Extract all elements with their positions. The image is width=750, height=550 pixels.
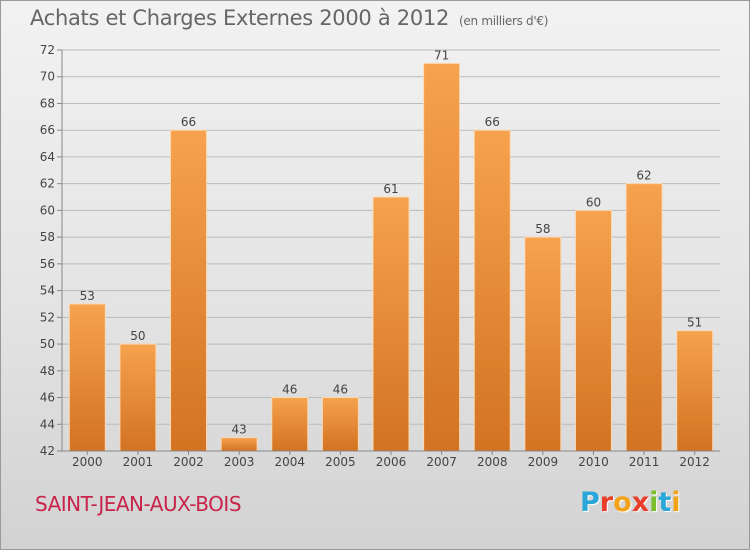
x-tick-label: 2000 [72, 455, 103, 469]
data-label: 66 [181, 115, 196, 129]
y-tick-label: 46 [40, 391, 55, 405]
bar-2008[interactable] [473, 129, 511, 452]
x-tick-label: 2003 [224, 455, 255, 469]
data-label: 60 [586, 195, 601, 209]
y-tick-label: 52 [40, 310, 55, 324]
y-tick-label: 48 [40, 364, 55, 378]
x-tick-label: 2002 [173, 455, 204, 469]
x-tick-label: 2004 [274, 455, 305, 469]
x-tick-label: 2006 [376, 455, 407, 469]
y-tick-label: 66 [40, 123, 55, 137]
data-label: 50 [130, 329, 145, 343]
logo-letter: o [613, 487, 632, 518]
logo-letter: x [631, 487, 650, 518]
x-tick-label: 2007 [426, 455, 457, 469]
x-tick-label: 2012 [679, 455, 710, 469]
data-label: 51 [687, 316, 702, 330]
x-tick-label: 2001 [123, 455, 154, 469]
y-tick-label: 50 [40, 337, 55, 351]
x-tick-label: 2011 [629, 455, 660, 469]
bar-2009[interactable] [524, 236, 562, 452]
bars-layer [68, 62, 714, 452]
y-tick-label: 64 [40, 150, 55, 164]
y-tick-label: 56 [40, 257, 55, 271]
bar-2003[interactable] [220, 437, 258, 452]
logo-letter: i [649, 487, 659, 518]
x-tick-label: 2005 [325, 455, 356, 469]
bar-2002[interactable] [170, 129, 208, 452]
data-label: 53 [80, 289, 95, 303]
data-label: 61 [383, 182, 398, 196]
bar-2006[interactable] [372, 196, 410, 452]
data-label: 71 [434, 48, 449, 62]
chart-title-text: Achats et Charges Externes 2000 à 2012 [30, 6, 450, 30]
data-label: 46 [333, 383, 348, 397]
y-tick-label: 72 [40, 43, 55, 57]
logo-letter: P [580, 487, 600, 518]
bar-2005[interactable] [321, 397, 359, 452]
y-tick-label: 58 [40, 230, 55, 244]
x-tick-label: 2009 [528, 455, 559, 469]
y-tick-label: 42 [40, 444, 55, 458]
bar-2010[interactable] [574, 209, 612, 452]
axis-layer: 42 44 46 48 50 52 54 56 58 60 62 64 66 68 70 72 2000 2001… [40, 43, 720, 469]
y-tick-label: 54 [40, 284, 55, 298]
data-label: 66 [485, 115, 500, 129]
commune-name: SAINT-JEAN-AUX-BOIS [35, 492, 242, 516]
data-label: 43 [232, 423, 247, 437]
x-tick-label: 2008 [477, 455, 508, 469]
data-label: 62 [636, 169, 651, 183]
labels-layer: 53 50 66 43 46 46 61 71 66 58 60 62 51 [80, 48, 703, 436]
chart-title: Achats et Charges Externes 2000 à 2012 (e… [30, 6, 548, 30]
proxiti-logo[interactable]: Proxiti [580, 487, 681, 518]
chart-subtitle: (en milliers d'€) [459, 14, 549, 28]
y-tick-label: 60 [40, 203, 55, 217]
logo-letter: i [671, 487, 681, 518]
bar-2012[interactable] [676, 330, 714, 452]
logo-letter: t [658, 487, 672, 518]
y-tick-label: 62 [40, 177, 55, 191]
x-tick-label: 2010 [578, 455, 609, 469]
y-tick-label: 70 [40, 70, 55, 84]
logo-letter: r [599, 487, 614, 518]
bar-2000[interactable] [68, 303, 106, 452]
data-label: 58 [535, 222, 550, 236]
y-tick-label: 68 [40, 96, 55, 110]
bar-2001[interactable] [119, 343, 157, 452]
bar-2011[interactable] [625, 183, 663, 452]
bar-2004[interactable] [271, 397, 309, 452]
data-label: 46 [282, 383, 297, 397]
bar-2007[interactable] [423, 62, 461, 452]
y-tick-label: 44 [40, 417, 55, 431]
